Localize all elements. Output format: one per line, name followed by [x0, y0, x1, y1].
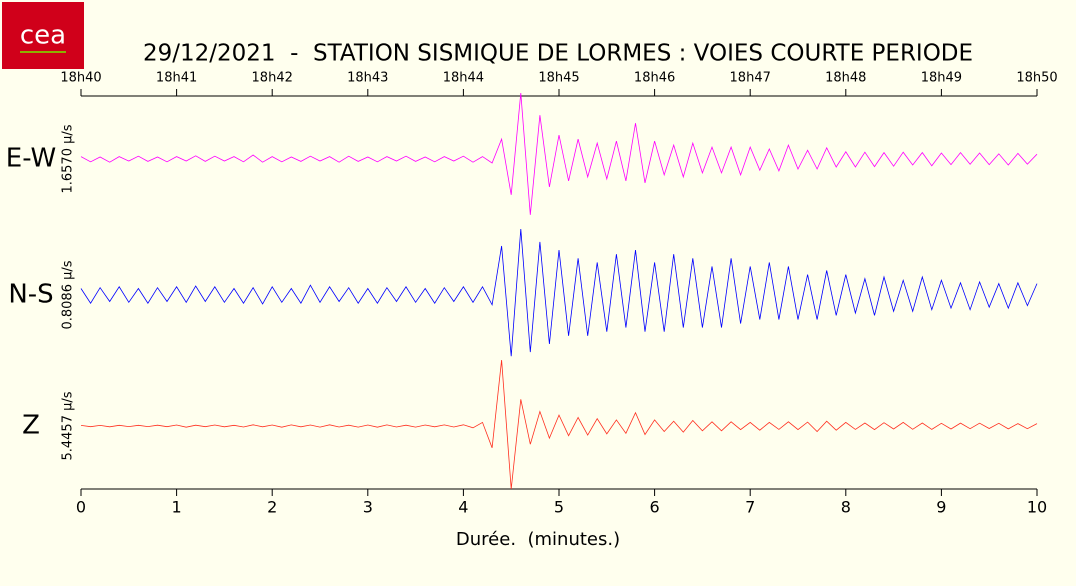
x-tick-label: 8 [841, 498, 851, 517]
x-tick-label: 9 [936, 498, 946, 517]
trace [80, 92, 1038, 215]
trace [80, 359, 1038, 490]
x-tick-label: 7 [745, 498, 755, 517]
x-axis-label: Durée. (minutes.) [456, 529, 620, 550]
x-tick-label: 4 [458, 498, 468, 517]
x2-tick-label: 18h45 [538, 71, 579, 86]
x2-tick-label: 18h48 [825, 71, 866, 86]
series-name: Z [22, 411, 40, 441]
x-tick-label: 10 [1027, 498, 1047, 517]
logo [2, 2, 84, 69]
x2-tick-label: 18h42 [252, 71, 293, 86]
x-tick-label: 3 [363, 498, 373, 517]
x2-tick-label: 18h43 [347, 71, 388, 86]
series-name: E-W [6, 144, 56, 174]
x2-tick-label: 18h47 [730, 71, 771, 86]
scale-label: 1.6570 µ/s [61, 124, 76, 193]
x2-tick-label: 18h49 [921, 71, 962, 86]
x2-tick-label: 18h46 [634, 71, 675, 86]
x-tick-label: 2 [267, 498, 277, 517]
trace [80, 228, 1038, 357]
chart-title: 29/12/2021 - STATION SISMIQUE DE LORMES … [143, 41, 973, 67]
scale-label: 5.4457 µ/s [61, 391, 76, 460]
logo-text: cea [20, 21, 66, 51]
x-tick-label: 6 [650, 498, 660, 517]
x-tick-label: 5 [554, 498, 564, 517]
x2-tick-label: 18h41 [156, 71, 197, 86]
scale-label: 0.8086 µ/s [61, 260, 76, 329]
series-name: N-S [8, 280, 53, 310]
x2-tick-label: 18h40 [60, 71, 101, 86]
x-tick-label: 1 [172, 498, 182, 517]
x-tick-label: 0 [76, 498, 86, 517]
x2-tick-label: 18h50 [1016, 71, 1057, 86]
x2-tick-label: 18h44 [443, 71, 484, 86]
